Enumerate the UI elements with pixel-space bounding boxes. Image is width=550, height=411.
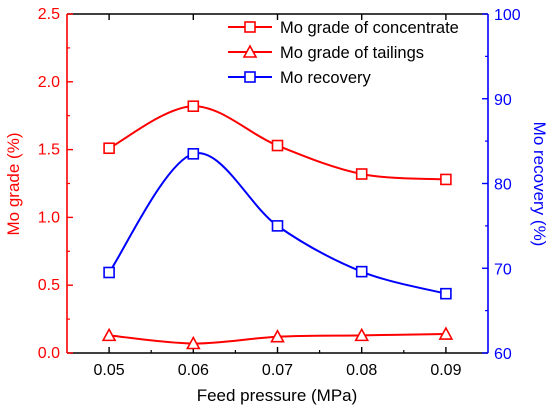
- x-tick-label: 0.08: [346, 362, 377, 379]
- legend-marker: [244, 71, 256, 83]
- data-point: [103, 266, 115, 279]
- data-point: [440, 287, 452, 300]
- left-y-tick-label: 2.5: [38, 6, 60, 23]
- legend-label: Mo grade of tailings: [280, 44, 424, 62]
- right-y-tick-label: 80: [494, 177, 512, 194]
- left-y-tick-label: 2.0: [38, 74, 60, 91]
- legend-label: Mo grade of concentrate: [280, 19, 459, 37]
- series-marks: [101, 100, 454, 350]
- series-line-2: [108, 152, 447, 295]
- x-tick-label: 0.07: [262, 362, 293, 379]
- data-point: [187, 148, 200, 160]
- data-point: [187, 100, 200, 113]
- x-axis-label: Feed pressure (MPa): [197, 386, 358, 405]
- data-point: [103, 142, 115, 155]
- plot-area: 0.05 0.06 0.07 0.08 0.09 0.0 0.5 1.0 1.5 2.0 2.5 60…: [38, 6, 521, 379]
- data-point: [355, 168, 368, 180]
- left-y-tick-label: 0.5: [38, 277, 60, 294]
- legend: Mo grade of concentrate Mo grade of taili…: [228, 19, 459, 87]
- data-point: [270, 329, 285, 343]
- data-point: [440, 173, 452, 186]
- data-point: [438, 326, 454, 340]
- right-y-tick-label: 90: [494, 92, 512, 109]
- data-point: [185, 335, 201, 350]
- right-y-tick-label: 60: [494, 346, 512, 363]
- x-tick-label: 0.05: [94, 362, 125, 379]
- data-point: [271, 220, 284, 232]
- right-y-tick-label: 70: [494, 261, 512, 278]
- left-y-axis-label: Mo grade (%): [4, 133, 23, 236]
- left-y-tick-label: 1.0: [38, 209, 60, 226]
- right-y-axis-label: Mo recovery (%): [530, 122, 549, 247]
- legend-label: Mo recovery: [280, 69, 372, 87]
- data-point: [354, 327, 370, 342]
- left-y-tick-label: 1.5: [38, 142, 60, 159]
- right-y-tick-label: 100: [494, 7, 521, 24]
- left-y-tick-label: 0.0: [38, 345, 60, 362]
- x-tick-label: 0.09: [430, 362, 461, 379]
- legend-marker: [242, 44, 258, 58]
- legend-marker: [244, 21, 256, 33]
- data-point: [271, 139, 284, 152]
- x-tick-label: 0.06: [178, 362, 209, 379]
- data-point: [355, 265, 368, 278]
- data-point: [101, 327, 117, 342]
